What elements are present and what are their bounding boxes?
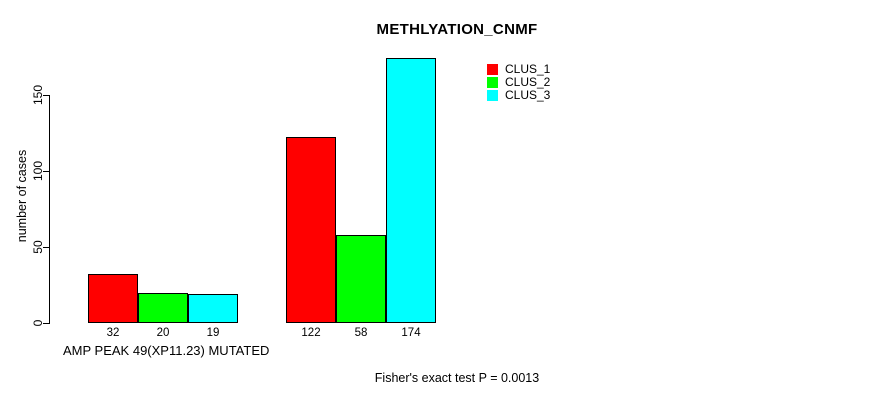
y-tick-mark: [43, 95, 49, 96]
bar-value-label: 32: [106, 327, 120, 339]
legend-label: CLUS_2: [505, 75, 551, 89]
bar-clus_2-group1: [138, 293, 188, 323]
legend: CLUS_1 CLUS_2 CLUS_3: [487, 63, 550, 102]
legend-swatch-clus_2: [487, 77, 498, 88]
chart-title: METHLYATION_CNMF: [376, 21, 538, 38]
bar-value-label: 58: [354, 327, 368, 339]
y-axis-title: number of cases: [15, 149, 29, 243]
bar-clus_2-group2: [336, 235, 386, 323]
y-axis-line: [49, 95, 50, 324]
bar-clus_3-group2: [386, 58, 436, 323]
legend-item-clus_3: CLUS_3: [487, 89, 550, 102]
legend-swatch-clus_3: [487, 90, 498, 101]
bar-value-label: 20: [156, 327, 170, 339]
legend-item-clus_2: CLUS_2: [487, 76, 550, 89]
y-tick-mark: [43, 247, 49, 248]
legend-label: CLUS_1: [505, 62, 551, 76]
y-tick-label: 0: [31, 319, 45, 327]
fisher-test-annotation: Fisher's exact test P = 0.0013: [374, 371, 540, 385]
y-tick-label: 150: [31, 84, 45, 106]
bar-clus_3-group1: [188, 294, 238, 323]
y-tick-label: 100: [31, 160, 45, 182]
y-tick-mark: [43, 323, 49, 324]
y-tick-mark: [43, 171, 49, 172]
x-axis-title: AMP PEAK 49(XP11.23) MUTATED: [63, 343, 270, 358]
y-tick-label: 50: [31, 240, 45, 254]
bar-value-label: 174: [401, 327, 421, 339]
legend-label: CLUS_3: [505, 88, 551, 102]
legend-swatch-clus_1: [487, 64, 498, 75]
bar-clus_1-group2: [286, 137, 336, 323]
bar-clus_1-group1: [88, 274, 138, 323]
legend-item-clus_1: CLUS_1: [487, 63, 550, 76]
bar-value-label: 122: [301, 327, 321, 339]
bar-value-label: 19: [206, 327, 220, 339]
